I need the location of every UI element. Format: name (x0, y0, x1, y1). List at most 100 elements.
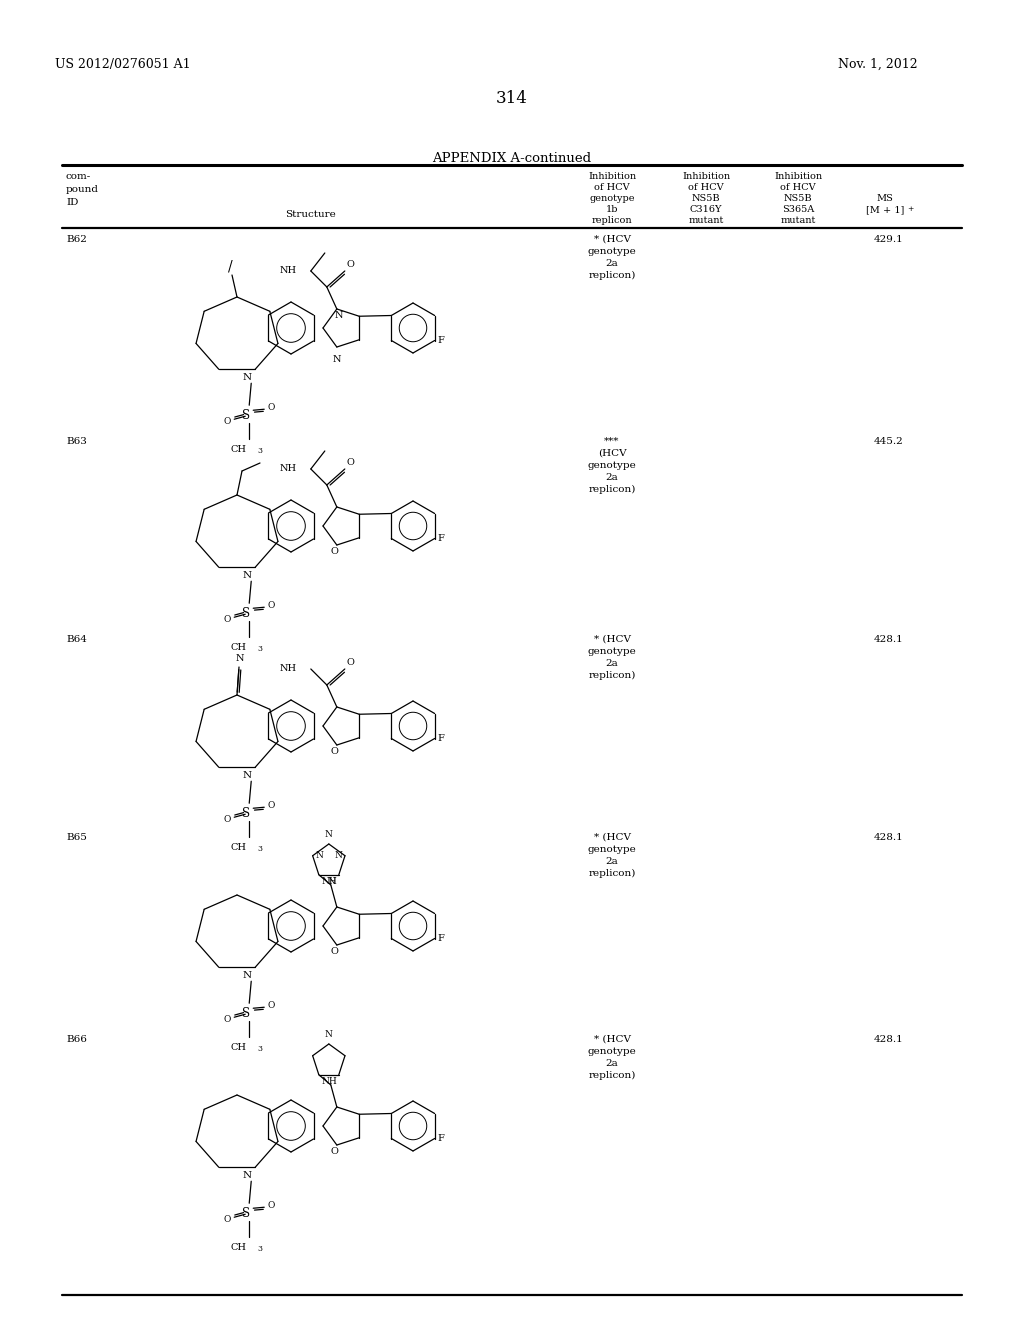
Text: (HCV: (HCV (598, 449, 627, 458)
Text: MS: MS (877, 194, 893, 203)
Text: 314: 314 (496, 90, 528, 107)
Text: N: N (335, 312, 343, 321)
Text: S: S (242, 1007, 250, 1020)
Text: APPENDIX A-continued: APPENDIX A-continued (432, 152, 592, 165)
Text: NH: NH (322, 1077, 338, 1086)
Text: Nov. 1, 2012: Nov. 1, 2012 (838, 58, 918, 71)
Text: NH: NH (280, 267, 297, 276)
Text: com-: com- (66, 172, 91, 181)
Text: 3: 3 (257, 1045, 262, 1053)
Text: mutant: mutant (688, 216, 724, 224)
Text: genotype: genotype (588, 247, 636, 256)
Text: 428.1: 428.1 (873, 833, 903, 842)
Text: /: / (227, 259, 232, 273)
Text: pound: pound (66, 185, 99, 194)
Text: F: F (437, 1134, 444, 1143)
Text: NS5B: NS5B (783, 194, 812, 203)
Text: F: F (437, 734, 444, 743)
Text: 3: 3 (257, 845, 262, 853)
Text: 2a: 2a (605, 473, 618, 482)
Text: genotype: genotype (588, 845, 636, 854)
Text: US 2012/0276051 A1: US 2012/0276051 A1 (55, 58, 190, 71)
Text: * (HCV: * (HCV (594, 833, 631, 842)
Text: CH: CH (230, 843, 246, 853)
Text: B66: B66 (66, 1035, 87, 1044)
Text: genotype: genotype (588, 461, 636, 470)
Text: O: O (267, 403, 274, 412)
Text: B62: B62 (66, 235, 87, 244)
Text: replicon): replicon) (589, 1071, 636, 1080)
Text: 2a: 2a (605, 857, 618, 866)
Text: Inhibition: Inhibition (588, 172, 636, 181)
Text: CH: CH (230, 1243, 246, 1253)
Text: S365A: S365A (782, 205, 814, 214)
Text: N: N (328, 876, 336, 886)
Text: CH: CH (230, 1043, 246, 1052)
Text: O: O (224, 615, 231, 624)
Text: CH: CH (230, 643, 246, 652)
Text: 1b: 1b (606, 205, 618, 214)
Text: O: O (224, 1015, 231, 1024)
Text: C316Y: C316Y (690, 205, 722, 214)
Text: Inhibition: Inhibition (682, 172, 730, 181)
Text: 2a: 2a (605, 1059, 618, 1068)
Text: [M + 1]: [M + 1] (866, 205, 904, 214)
Text: of HCV: of HCV (688, 183, 724, 191)
Text: N: N (242, 972, 251, 981)
Text: CH: CH (230, 445, 246, 454)
Text: 3: 3 (257, 645, 262, 653)
Text: O: O (224, 1214, 231, 1224)
Text: 3: 3 (257, 447, 262, 455)
Text: Inhibition: Inhibition (774, 172, 822, 181)
Text: N: N (325, 1030, 333, 1039)
Text: replicon: replicon (592, 216, 632, 224)
Text: B64: B64 (66, 635, 87, 644)
Text: 2a: 2a (605, 259, 618, 268)
Text: 3: 3 (257, 1245, 262, 1253)
Text: N: N (334, 851, 342, 861)
Text: 445.2: 445.2 (873, 437, 903, 446)
Text: N: N (325, 830, 333, 840)
Text: O: O (224, 814, 231, 824)
Text: N: N (242, 374, 251, 383)
Text: O: O (267, 801, 274, 809)
Text: O: O (267, 601, 274, 610)
Text: O: O (224, 417, 231, 426)
Text: O: O (347, 260, 354, 269)
Text: of HCV: of HCV (780, 183, 816, 191)
Text: 428.1: 428.1 (873, 635, 903, 644)
Text: N: N (236, 653, 245, 663)
Text: NH: NH (322, 876, 338, 886)
Text: NH: NH (280, 465, 297, 474)
Text: O: O (331, 1147, 339, 1156)
Text: O: O (347, 657, 354, 667)
Text: 428.1: 428.1 (873, 1035, 903, 1044)
Text: O: O (267, 1201, 274, 1209)
Text: N: N (242, 1171, 251, 1180)
Text: S: S (242, 1206, 250, 1220)
Text: genotype: genotype (589, 194, 635, 203)
Text: genotype: genotype (588, 647, 636, 656)
Text: ID: ID (66, 198, 79, 207)
Text: NS5B: NS5B (691, 194, 720, 203)
Text: genotype: genotype (588, 1047, 636, 1056)
Text: O: O (267, 1001, 274, 1010)
Text: replicon): replicon) (589, 271, 636, 280)
Text: N: N (333, 355, 341, 364)
Text: of HCV: of HCV (594, 183, 630, 191)
Text: O: O (347, 458, 354, 467)
Text: 2a: 2a (605, 659, 618, 668)
Text: NH: NH (280, 664, 297, 673)
Text: N: N (242, 572, 251, 581)
Text: * (HCV: * (HCV (594, 635, 631, 644)
Text: replicon): replicon) (589, 671, 636, 680)
Text: mutant: mutant (780, 216, 816, 224)
Text: S: S (242, 607, 250, 619)
Text: O: O (331, 546, 339, 556)
Text: N: N (315, 851, 324, 861)
Text: S: S (242, 409, 250, 421)
Text: * (HCV: * (HCV (594, 235, 631, 244)
Text: F: F (437, 935, 444, 942)
Text: ***: *** (604, 437, 620, 446)
Text: Structure: Structure (285, 210, 336, 219)
